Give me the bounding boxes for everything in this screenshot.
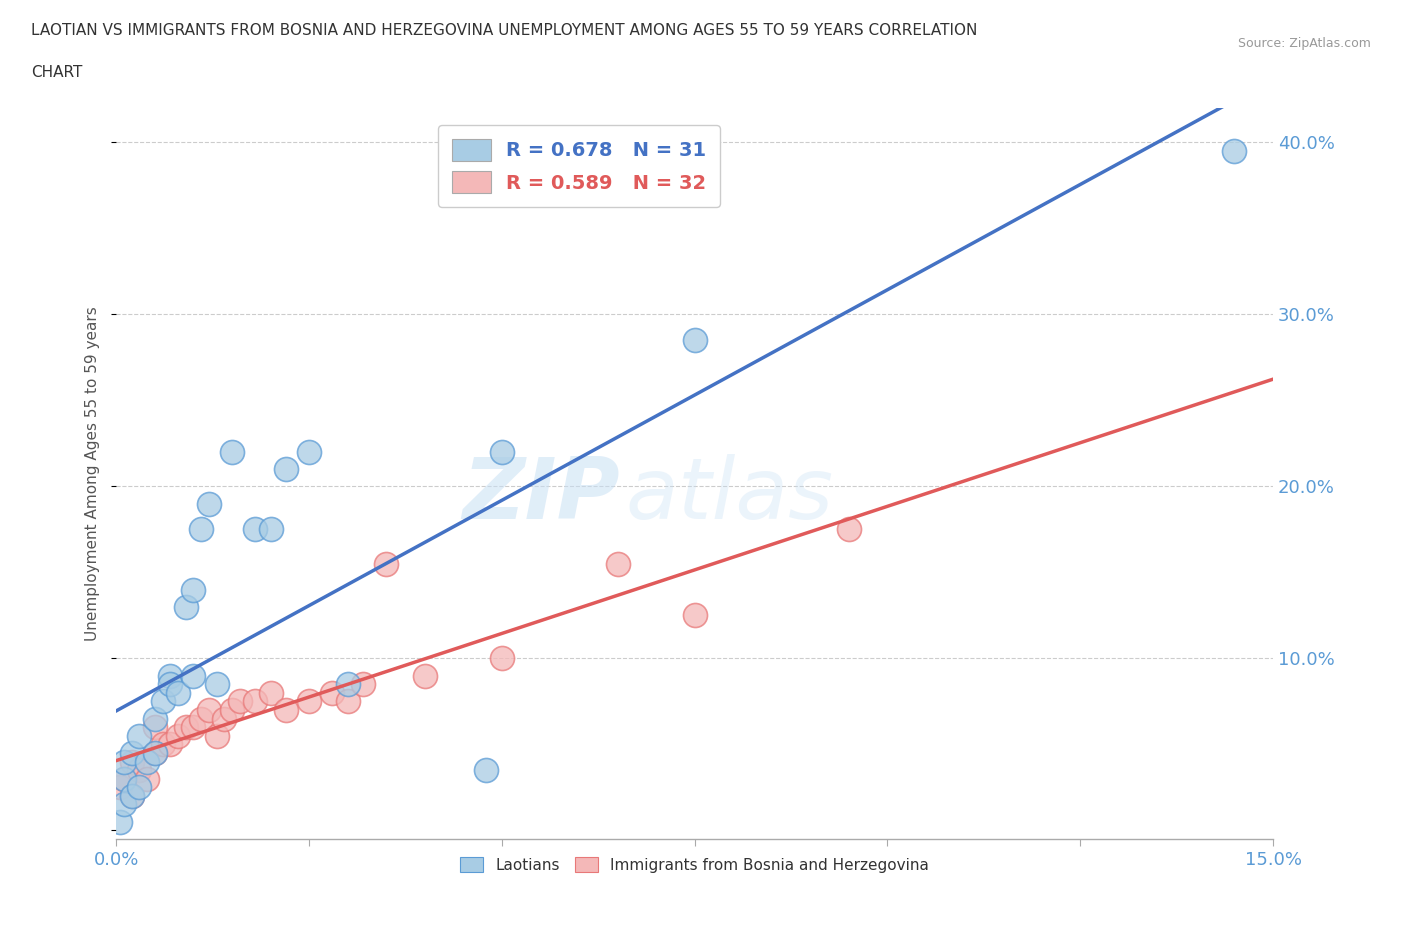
- Point: [183, 720, 205, 735]
- Point: [128, 763, 150, 777]
- Point: [190, 522, 212, 537]
- Point: [198, 496, 221, 511]
- Point: [174, 720, 197, 735]
- Point: [221, 445, 243, 459]
- Point: [159, 737, 181, 751]
- Point: [375, 556, 398, 571]
- Text: LAOTIAN VS IMMIGRANTS FROM BOSNIA AND HERZEGOVINA UNEMPLOYMENT AMONG AGES 55 TO : LAOTIAN VS IMMIGRANTS FROM BOSNIA AND HE…: [31, 23, 977, 38]
- Point: [112, 754, 135, 769]
- Point: [159, 668, 181, 683]
- Point: [336, 694, 359, 709]
- Point: [108, 780, 131, 795]
- Point: [108, 815, 131, 830]
- Text: atlas: atlas: [626, 454, 834, 537]
- Point: [336, 677, 359, 692]
- Point: [205, 677, 228, 692]
- Point: [128, 780, 150, 795]
- Point: [167, 728, 190, 743]
- Point: [298, 445, 321, 459]
- Point: [212, 711, 235, 726]
- Point: [274, 461, 297, 476]
- Point: [475, 763, 498, 777]
- Point: [259, 685, 281, 700]
- Point: [491, 445, 513, 459]
- Point: [152, 737, 174, 751]
- Text: ZIP: ZIP: [461, 454, 620, 537]
- Point: [243, 694, 266, 709]
- Point: [143, 746, 166, 761]
- Point: [259, 522, 281, 537]
- Point: [321, 685, 343, 700]
- Point: [121, 754, 143, 769]
- Point: [143, 720, 166, 735]
- Point: [143, 711, 166, 726]
- Point: [838, 522, 860, 537]
- Point: [198, 702, 221, 717]
- Point: [228, 694, 250, 709]
- Point: [112, 771, 135, 786]
- Point: [143, 746, 166, 761]
- Point: [243, 522, 266, 537]
- Point: [112, 797, 135, 812]
- Point: [121, 789, 143, 804]
- Point: [183, 582, 205, 597]
- Point: [221, 702, 243, 717]
- Point: [683, 608, 706, 623]
- Point: [121, 789, 143, 804]
- Point: [128, 728, 150, 743]
- Point: [167, 685, 190, 700]
- Point: [190, 711, 212, 726]
- Point: [491, 651, 513, 666]
- Point: [159, 677, 181, 692]
- Point: [205, 728, 228, 743]
- Text: Source: ZipAtlas.com: Source: ZipAtlas.com: [1237, 37, 1371, 50]
- Point: [136, 754, 159, 769]
- Y-axis label: Unemployment Among Ages 55 to 59 years: Unemployment Among Ages 55 to 59 years: [86, 306, 100, 641]
- Point: [274, 702, 297, 717]
- Point: [152, 694, 174, 709]
- Point: [1223, 143, 1246, 158]
- Text: CHART: CHART: [31, 65, 83, 80]
- Point: [121, 746, 143, 761]
- Point: [183, 668, 205, 683]
- Point: [683, 333, 706, 348]
- Point: [174, 599, 197, 614]
- Point: [413, 668, 436, 683]
- Point: [352, 677, 374, 692]
- Point: [112, 771, 135, 786]
- Point: [606, 556, 628, 571]
- Legend: Laotians, Immigrants from Bosnia and Herzegovina: Laotians, Immigrants from Bosnia and Her…: [454, 851, 935, 879]
- Point: [136, 771, 159, 786]
- Point: [298, 694, 321, 709]
